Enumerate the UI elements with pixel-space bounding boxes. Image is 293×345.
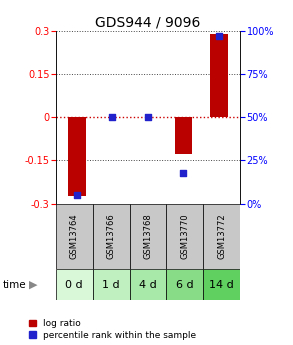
Bar: [166, 204, 203, 269]
Point: [146, 115, 150, 120]
Text: 0 d: 0 d: [65, 280, 83, 289]
Bar: [93, 269, 130, 300]
Text: GSM13768: GSM13768: [144, 214, 152, 259]
Bar: [210, 34, 228, 117]
Text: GSM13764: GSM13764: [70, 214, 79, 259]
Legend: log ratio, percentile rank within the sample: log ratio, percentile rank within the sa…: [28, 318, 197, 341]
Text: 14 d: 14 d: [209, 280, 234, 289]
Bar: [56, 204, 93, 269]
Text: 1 d: 1 d: [102, 280, 120, 289]
Point: [110, 115, 115, 120]
Text: GSM13772: GSM13772: [217, 214, 226, 259]
Text: GSM13766: GSM13766: [107, 214, 115, 259]
Bar: [166, 269, 203, 300]
Point: [181, 170, 186, 175]
Bar: [203, 269, 240, 300]
Bar: [175, 117, 192, 154]
Point: [75, 192, 79, 198]
Bar: [68, 117, 86, 196]
Bar: [130, 269, 166, 300]
Text: 6 d: 6 d: [176, 280, 194, 289]
Bar: [56, 269, 93, 300]
Title: GDS944 / 9096: GDS944 / 9096: [95, 16, 201, 30]
Point: [217, 33, 221, 39]
Text: time: time: [3, 280, 27, 289]
Bar: [130, 204, 166, 269]
Bar: [93, 204, 130, 269]
Text: GSM13770: GSM13770: [180, 214, 189, 259]
Bar: [203, 204, 240, 269]
Text: ▶: ▶: [29, 280, 38, 289]
Text: 4 d: 4 d: [139, 280, 157, 289]
